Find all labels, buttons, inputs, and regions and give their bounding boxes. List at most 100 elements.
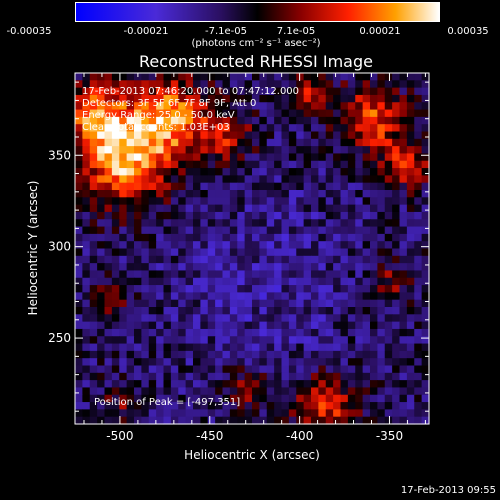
- heatmap-cell: [207, 358, 216, 367]
- heatmap-cell: [370, 153, 378, 162]
- heatmap-cell: [296, 226, 305, 235]
- heatmap-cell: [303, 372, 312, 381]
- heatmap-cell: [82, 219, 91, 228]
- heatmap-cell: [104, 160, 113, 169]
- heatmap-cell: [325, 80, 334, 89]
- heatmap-cell: [222, 87, 231, 96]
- heatmap-cell: [325, 87, 334, 96]
- heatmap-cell: [406, 248, 415, 257]
- heatmap-cell: [163, 131, 172, 140]
- heatmap-cell: [200, 87, 209, 96]
- heatmap-cell: [318, 138, 327, 147]
- heatmap-cell: [333, 307, 342, 315]
- heatmap-cell: [215, 270, 224, 279]
- heatmap-cell: [384, 124, 393, 133]
- heatmap-cell: [134, 336, 142, 345]
- heatmap-cell: [222, 153, 231, 162]
- heatmap-cell: [163, 219, 172, 228]
- heatmap-cell: [399, 299, 408, 308]
- heatmap-cell: [89, 124, 98, 133]
- heatmap-cell: [355, 109, 364, 118]
- heatmap-cell: [163, 336, 172, 345]
- heatmap-cell: [362, 175, 371, 184]
- heatmap-cell: [399, 387, 408, 396]
- heatmap-cell: [399, 124, 408, 133]
- heatmap-cell: [222, 94, 231, 103]
- heatmap-cell: [340, 182, 349, 191]
- heatmap-cell: [392, 190, 401, 198]
- heatmap-cell: [163, 343, 172, 352]
- heatmap-cell: [89, 350, 98, 359]
- heatmap-cell: [156, 365, 165, 374]
- heatmap-cell: [399, 80, 408, 89]
- heatmap-cell: [178, 314, 187, 323]
- heatmap-cell: [325, 168, 334, 176]
- heatmap-cell: [193, 190, 201, 198]
- heatmap-cell: [399, 153, 408, 162]
- x-tick-label: -400: [286, 429, 313, 443]
- heatmap-cell: [170, 190, 179, 198]
- heatmap-cell: [392, 336, 401, 345]
- heatmap-cell: [414, 277, 423, 286]
- heatmap-cell: [384, 394, 393, 403]
- heatmap-cell: [362, 328, 371, 337]
- heatmap-cell: [200, 182, 209, 191]
- colorbar-tick-label: 7.1e-05: [276, 26, 316, 37]
- heatmap-cell: [370, 197, 378, 206]
- heatmap-cell: [362, 197, 371, 206]
- heatmap-cell: [215, 190, 224, 198]
- heatmap-cell: [340, 160, 349, 169]
- heatmap-cell: [170, 211, 179, 220]
- heatmap-cell: [274, 402, 283, 410]
- heatmap-cell: [274, 248, 283, 257]
- heatmap-cell: [355, 409, 364, 418]
- heatmap-cell: [89, 226, 98, 235]
- heatmap-cell: [266, 314, 275, 323]
- heatmap-cell: [296, 190, 305, 198]
- heatmap-cell: [377, 255, 386, 264]
- heatmap-cell: [82, 241, 91, 250]
- heatmap-cell: [318, 109, 327, 118]
- heatmap-cell: [311, 241, 319, 250]
- heatmap-cell: [141, 336, 150, 345]
- heatmap-cell: [288, 87, 297, 96]
- heatmap-cell: [163, 138, 172, 147]
- heatmap-cell: [384, 387, 393, 396]
- heatmap-cell: [355, 168, 364, 176]
- heatmap-cell: [170, 299, 179, 308]
- heatmap-cell: [82, 109, 91, 118]
- heatmap-cell: [392, 116, 401, 125]
- heatmap-cell: [229, 409, 238, 418]
- heatmap-cell: [119, 219, 128, 228]
- heatmap-cell: [252, 409, 260, 418]
- heatmap-cell: [318, 394, 327, 403]
- heatmap-cell: [97, 277, 106, 286]
- heatmap-cell: [252, 160, 260, 169]
- heatmap-cell: [325, 73, 334, 81]
- heatmap-cell: [377, 387, 386, 396]
- heatmap-cell: [141, 109, 150, 118]
- heatmap-cell: [141, 263, 150, 272]
- heatmap-cell: [392, 409, 401, 418]
- heatmap-cell: [340, 380, 349, 389]
- heatmap-cell: [377, 204, 386, 213]
- heatmap-cell: [414, 197, 423, 206]
- heatmap-cell: [399, 380, 408, 389]
- heatmap-cell: [141, 270, 150, 279]
- heatmap-cell: [318, 416, 327, 425]
- heatmap-cell: [406, 102, 415, 111]
- heatmap-cell: [266, 394, 275, 403]
- heatmap-cell: [215, 292, 224, 301]
- heatmap-cell: [325, 350, 334, 359]
- heatmap-cell: [229, 336, 238, 345]
- heatmap-cell: [370, 409, 378, 418]
- heatmap-cell: [104, 380, 113, 389]
- heatmap-cell: [82, 321, 91, 330]
- heatmap-cell: [200, 160, 209, 169]
- heatmap-cell: [414, 255, 423, 264]
- heatmap-cell: [193, 292, 201, 301]
- heatmap-cell: [377, 190, 386, 198]
- heatmap-cell: [163, 328, 172, 337]
- heatmap-cell: [134, 109, 142, 118]
